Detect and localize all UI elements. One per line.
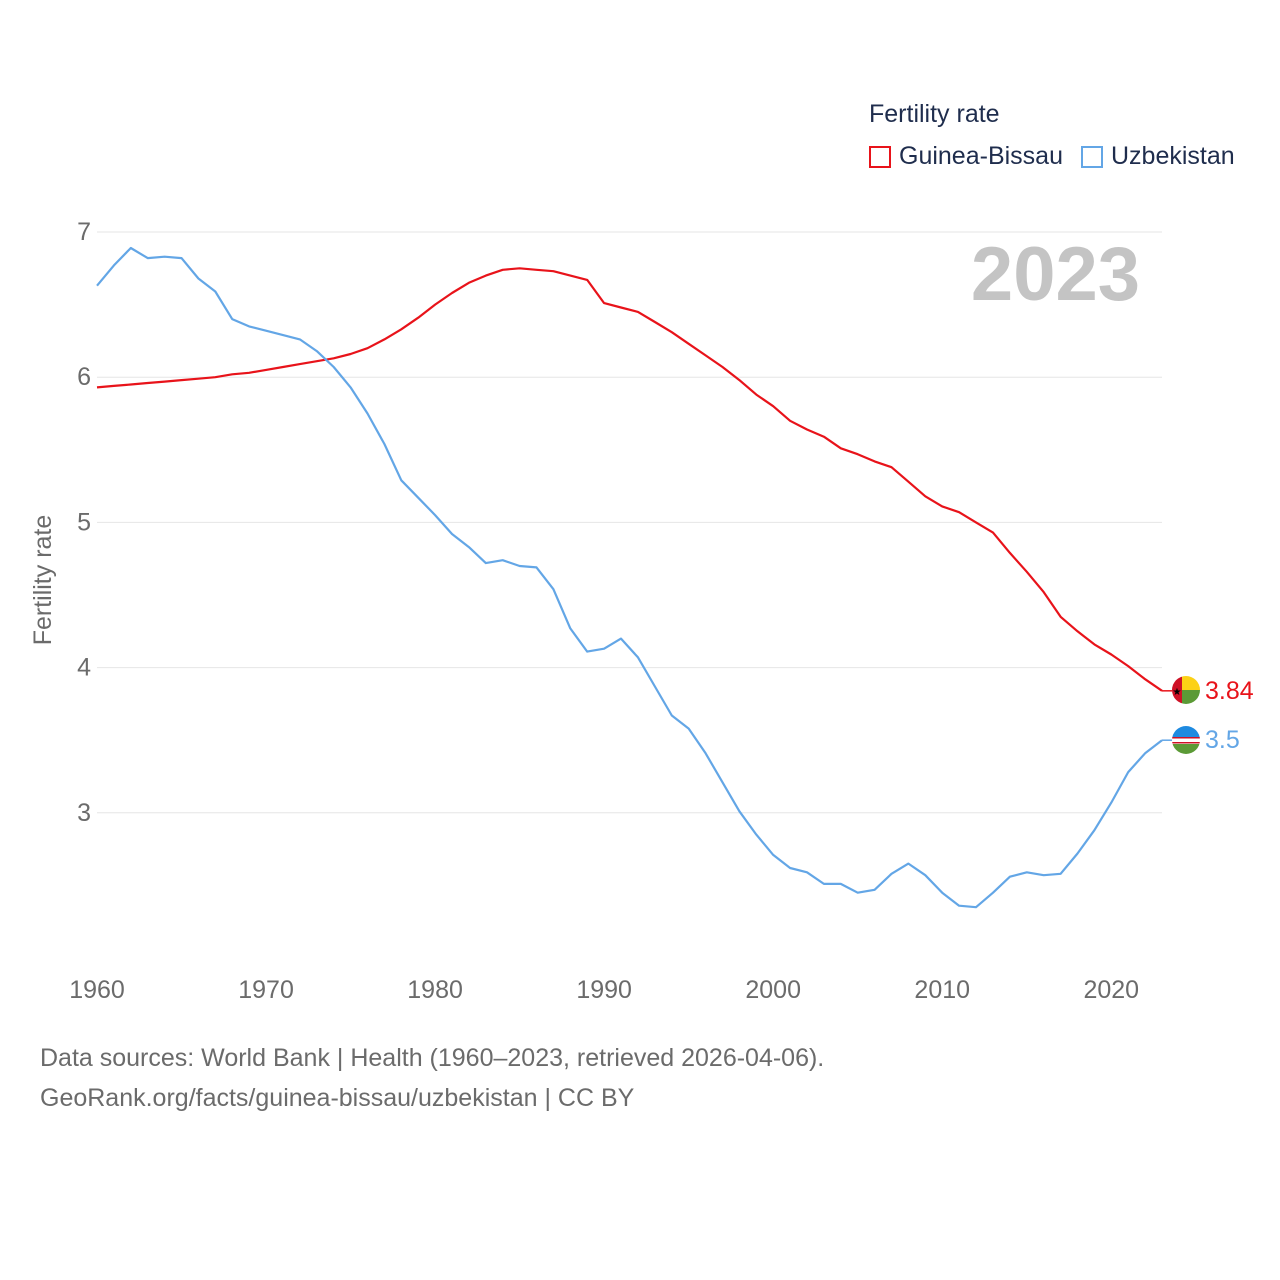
y-tick-label: 7 [77, 218, 91, 246]
uzbekistan-flag-icon [1172, 726, 1200, 754]
legend-swatch-guinea-bissau [869, 145, 891, 168]
series-lines [96, 246, 1172, 909]
year-label: 2023 [971, 232, 1140, 317]
legend: Guinea-Bissau Uzbekistan [869, 142, 1253, 171]
series-line-uzbekistan[interactable] [96, 246, 1163, 909]
y-axis-label: Fertility rate [29, 515, 57, 646]
svg-text:★: ★ [1173, 687, 1182, 698]
x-tick-label: 1970 [238, 976, 294, 1004]
legend-item-guinea-bissau[interactable]: Guinea-Bissau [869, 142, 1063, 171]
footer-url: GeoRank.org/facts/guinea-bissau/uzbekist… [40, 1084, 635, 1112]
end-labels: 3.84 3.5 [1205, 677, 1254, 754]
y-axis-ticks: 3 4 5 6 7 [77, 218, 91, 827]
series-line-guinea-bissau[interactable] [96, 267, 1163, 692]
y-tick-label: 4 [77, 654, 91, 682]
x-tick-label: 1990 [576, 976, 632, 1004]
legend-label-guinea-bissau: Guinea-Bissau [899, 142, 1063, 170]
end-label-guinea-bissau: 3.84 [1205, 677, 1254, 705]
x-tick-label: 2010 [914, 976, 970, 1004]
footer-sources: Data sources: World Bank | Health (1960–… [40, 1044, 825, 1072]
grid-lines [97, 231, 1162, 814]
guinea-bissau-flag-icon: ★ [1172, 676, 1200, 704]
x-tick-label: 2000 [745, 976, 801, 1004]
y-tick-label: 5 [77, 508, 91, 536]
y-tick-label: 6 [77, 363, 91, 391]
y-tick-label: 3 [77, 799, 91, 827]
legend-title: Fertility rate [869, 100, 1000, 128]
x-tick-label: 1980 [407, 976, 463, 1004]
legend-item-uzbekistan[interactable]: Uzbekistan [1080, 142, 1235, 171]
x-axis-ticks: 1960 1970 1980 1990 2000 2010 2020 [69, 976, 1139, 1004]
legend-label-uzbekistan: Uzbekistan [1110, 142, 1235, 170]
x-tick-label: 1960 [69, 976, 125, 1004]
end-label-uzbekistan: 3.5 [1205, 726, 1240, 754]
legend-swatch-uzbekistan [1080, 145, 1103, 168]
x-tick-label: 2020 [1083, 976, 1139, 1004]
